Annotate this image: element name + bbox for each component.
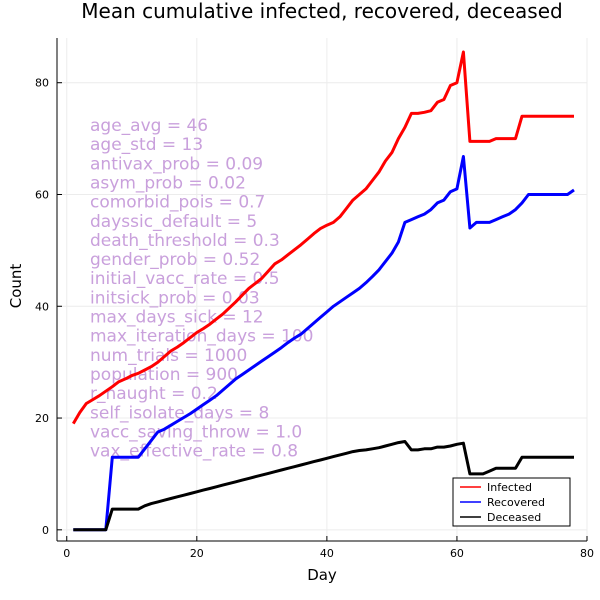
- annotation-line: comorbid_pois = 0.7: [90, 193, 265, 213]
- annotation-line: max_iteration_days = 100: [90, 327, 313, 347]
- annotation-line: vacc_saving_throw = 1.0: [90, 422, 302, 442]
- legend-label-deceased: Deceased: [487, 511, 541, 524]
- annotation-line: age_avg = 46: [90, 116, 208, 136]
- y-tick-label: 40: [35, 300, 49, 313]
- annotation-line: population = 900: [90, 365, 238, 385]
- y-axis-label: Count: [7, 264, 25, 309]
- series-layer: [72, 50, 575, 532]
- annotation-line: age_std = 13: [90, 135, 203, 155]
- annotation-line: self_isolate_days = 8: [90, 403, 269, 423]
- x-axis-label: Day: [307, 566, 337, 584]
- annotation-line: death_threshold = 0.3: [90, 231, 280, 251]
- annotation-line: vax_effective_rate = 0.8: [90, 442, 298, 462]
- y-tick-label: 60: [35, 188, 49, 201]
- y-tick-label: 80: [35, 77, 49, 90]
- legend: Infected Recovered Deceased: [452, 477, 571, 527]
- y-tick-label: 20: [35, 412, 49, 425]
- annotation-line: dayssic_default = 5: [90, 212, 257, 232]
- series-line-infected: [72, 50, 574, 425]
- annotation-line: max_days_sick = 12: [90, 308, 264, 328]
- x-tick-label: 60: [450, 547, 464, 560]
- annotation-line: antivax_prob = 0.09: [90, 154, 263, 174]
- chart-title: Mean cumulative infected, recovered, dec…: [81, 0, 562, 23]
- legend-label-infected: Infected: [487, 481, 532, 494]
- series-line-deceased: [73, 440, 574, 532]
- x-tick-label: 40: [320, 547, 334, 560]
- x-tick-label: 80: [580, 547, 594, 560]
- y-tick-label: 0: [42, 524, 49, 537]
- x-tick-label: 0: [63, 547, 70, 560]
- annotation-line: r_naught = 0.2: [90, 384, 218, 404]
- annotation-line: asym_prob = 0.02: [90, 173, 246, 193]
- series-line-recovered: [73, 155, 575, 532]
- annotation-line: num_trials = 1000: [90, 346, 247, 366]
- grid: [57, 38, 588, 541]
- annotation-line: initsick_prob = 0.03: [90, 288, 260, 308]
- annotation-line: initial_vacc_rate = 0.5: [90, 269, 280, 289]
- legend-label-recovered: Recovered: [487, 496, 545, 509]
- annotation-line: gender_prob = 0.52: [90, 250, 260, 270]
- axes: 0 20 40 60 80 0 20 40 60 80: [35, 38, 594, 560]
- x-tick-label: 20: [190, 547, 204, 560]
